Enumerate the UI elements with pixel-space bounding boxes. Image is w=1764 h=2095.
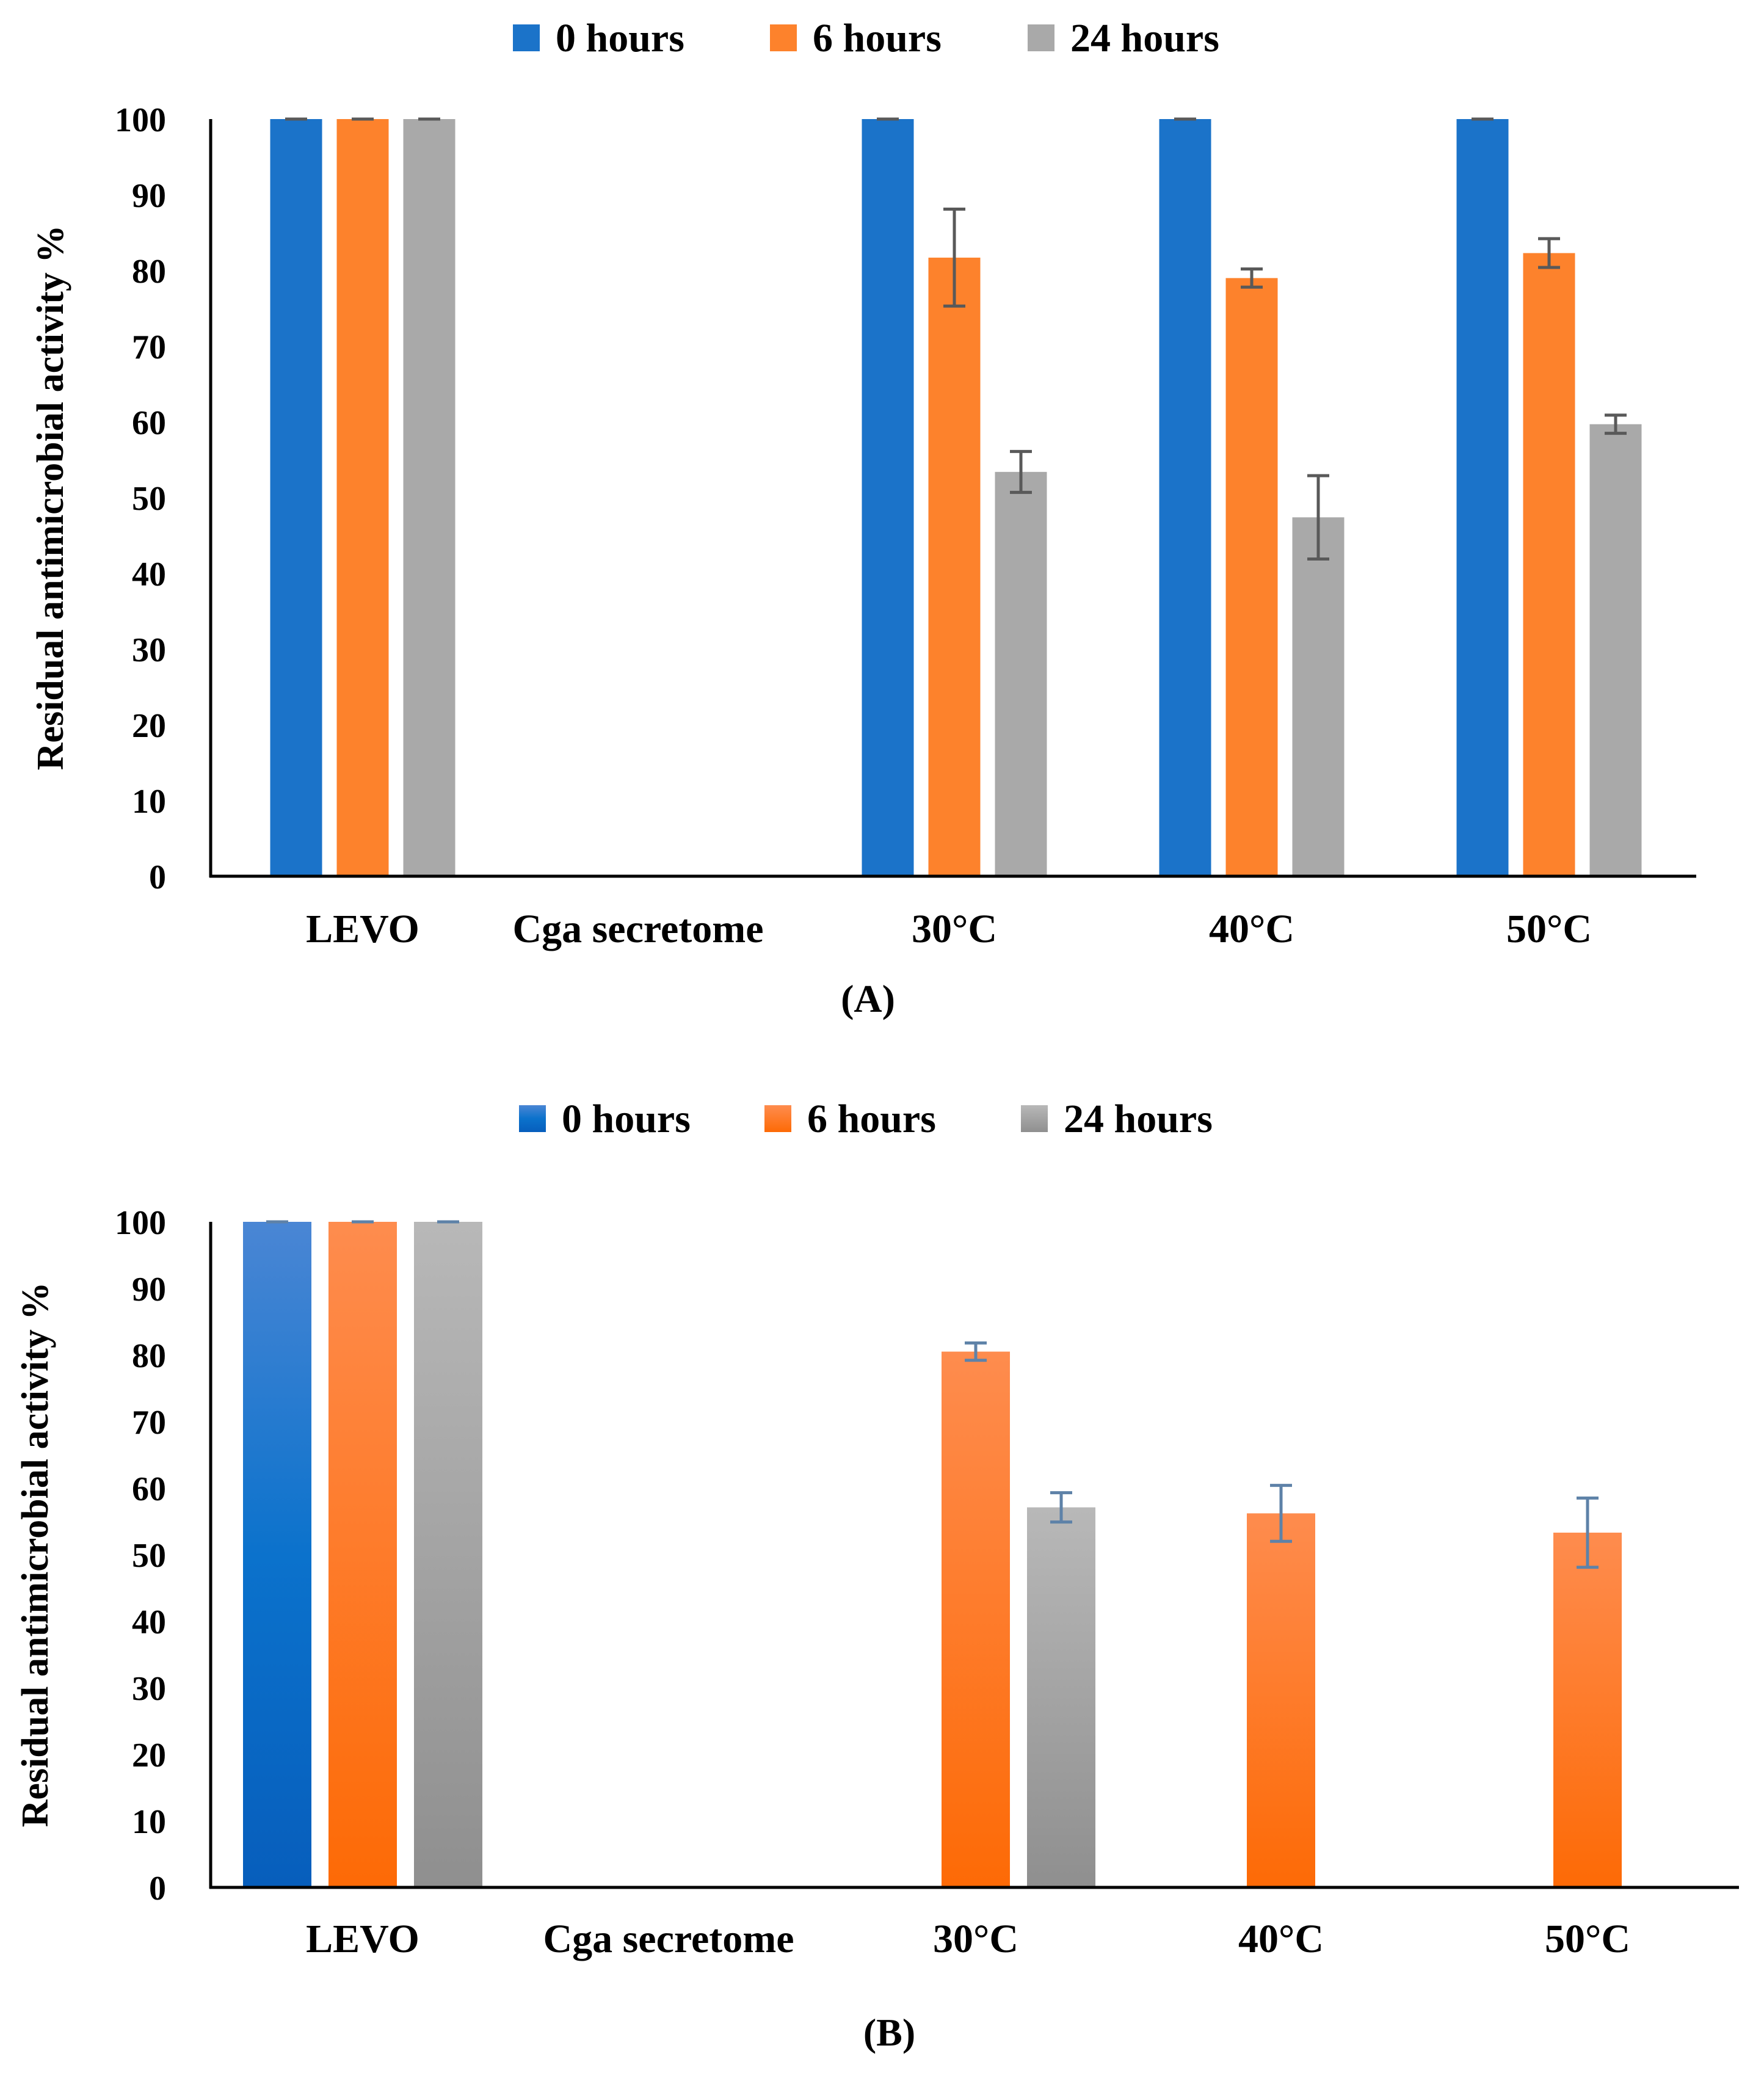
bar-a-3-2	[1292, 517, 1345, 876]
x-category-label-a-0: LEVO	[306, 907, 419, 951]
error-bar-a-3-1	[1241, 267, 1263, 289]
y-tick-label-a-8: 80	[132, 253, 166, 291]
y-tick-label-b-5: 50	[132, 1537, 166, 1575]
y-tick-label-a-4: 40	[132, 556, 166, 594]
error-bar-a-4-2	[1605, 413, 1627, 435]
x-category-label-b-2: 30°C	[933, 1917, 1018, 1961]
y-tick-label-a-5: 50	[132, 480, 166, 518]
bar-b-0-1	[328, 1222, 397, 1887]
x-category-label-a-3: 40°C	[1209, 907, 1294, 951]
legend-label-a-0: 0 hours	[556, 16, 684, 60]
bar-b-3-1	[1247, 1513, 1315, 1887]
y-tick-label-a-6: 60	[132, 404, 166, 442]
legend-label-b-0: 0 hours	[562, 1097, 691, 1141]
panel-label-a: (A)	[841, 977, 895, 1020]
panel-label-b: (B)	[863, 2011, 915, 2054]
y-tick-label-b-4: 40	[132, 1603, 166, 1641]
legend-label-a-2: 24 hours	[1070, 16, 1219, 60]
x-category-label-a-1: Cga secretome	[512, 907, 763, 951]
bar-a-0-1	[336, 119, 389, 876]
legend-a: 0 hours 6 hours 24 hours	[513, 16, 1219, 60]
error-bar-b-2-1	[965, 1341, 987, 1362]
y-axis-title-a: Residual antimicrobial activity %	[30, 225, 71, 771]
legend-label-b-2: 24 hours	[1064, 1097, 1213, 1141]
legend-swatch-b-0	[519, 1105, 546, 1132]
legend-label-b-1: 6 hours	[807, 1097, 936, 1141]
bar-a-2-1	[928, 257, 981, 876]
legend-swatch-b-1	[764, 1105, 791, 1132]
chart-panel-b: 0 hours 6 hours 24 hours 0 10 20 30 40 50 60 70 80 9…	[15, 1097, 1739, 2054]
x-category-label-b-3: 40°C	[1238, 1917, 1324, 1961]
y-tick-label-b-8: 80	[132, 1337, 166, 1375]
legend-b: 0 hours 6 hours 24 hours	[519, 1097, 1213, 1141]
bar-a-2-0	[862, 119, 914, 876]
bar-a-3-0	[1159, 119, 1211, 876]
y-tick-label-a-0: 0	[149, 859, 166, 896]
bar-b-0-0	[243, 1222, 311, 1887]
bar-a-0-2	[403, 119, 456, 876]
bar-a-0-0	[270, 119, 322, 876]
x-category-label-b-1: Cga secretome	[543, 1917, 794, 1961]
y-tick-label-b-2: 20	[132, 1737, 166, 1774]
y-tick-label-b-3: 30	[132, 1670, 166, 1708]
y-tick-label-a-7: 70	[132, 329, 166, 366]
bar-b-2-1	[942, 1351, 1010, 1887]
legend-swatch-a-2	[1028, 24, 1054, 51]
y-tick-label-a-3: 30	[132, 631, 166, 669]
bar-a-4-1	[1523, 253, 1575, 877]
error-bar-a-4-1	[1538, 237, 1560, 269]
error-bar-a-3-2	[1307, 474, 1329, 561]
legend-label-a-1: 6 hours	[813, 16, 942, 60]
bar-b-0-2	[414, 1222, 482, 1887]
y-tick-label-a-10: 100	[115, 101, 166, 139]
x-category-label-b-0: LEVO	[306, 1917, 419, 1961]
bar-b-4-1	[1553, 1533, 1622, 1887]
y-tick-label-b-0: 0	[149, 1870, 166, 1908]
y-axis-title-b: Residual antimicrobial activity %	[15, 1282, 56, 1828]
legend-swatch-b-2	[1021, 1105, 1048, 1132]
y-tick-label-b-10: 100	[115, 1204, 166, 1242]
error-bar-b-2-2	[1050, 1491, 1072, 1524]
error-bar-b-3-1	[1270, 1484, 1292, 1543]
y-tick-label-a-9: 90	[132, 177, 166, 215]
legend-swatch-a-0	[513, 24, 540, 51]
y-tick-label-a-2: 20	[132, 707, 166, 745]
chart-panel-a: 0 hours 6 hours 24 hours 0 10 20 30 40 50 60 70 80 9…	[30, 16, 1696, 1020]
x-category-label-a-4: 50°C	[1506, 907, 1592, 951]
x-category-label-a-2: 30°C	[912, 907, 997, 951]
legend-swatch-a-1	[770, 24, 797, 51]
x-category-label-b-4: 50°C	[1545, 1917, 1630, 1961]
y-tick-label-b-9: 90	[132, 1271, 166, 1309]
y-tick-label-b-1: 10	[132, 1803, 166, 1841]
y-tick-label-b-7: 70	[132, 1404, 166, 1442]
bar-b-2-2	[1027, 1507, 1095, 1887]
y-tick-label-b-6: 60	[132, 1470, 166, 1508]
y-tick-label-a-1: 10	[132, 783, 166, 821]
error-bar-a-2-2	[1010, 449, 1032, 494]
bar-a-2-2	[995, 471, 1047, 876]
error-bar-b-4-1	[1577, 1496, 1599, 1569]
bar-a-3-1	[1225, 278, 1278, 876]
error-bar-a-2-1	[943, 208, 965, 308]
bar-a-4-2	[1589, 424, 1642, 876]
bar-a-4-0	[1456, 119, 1509, 876]
